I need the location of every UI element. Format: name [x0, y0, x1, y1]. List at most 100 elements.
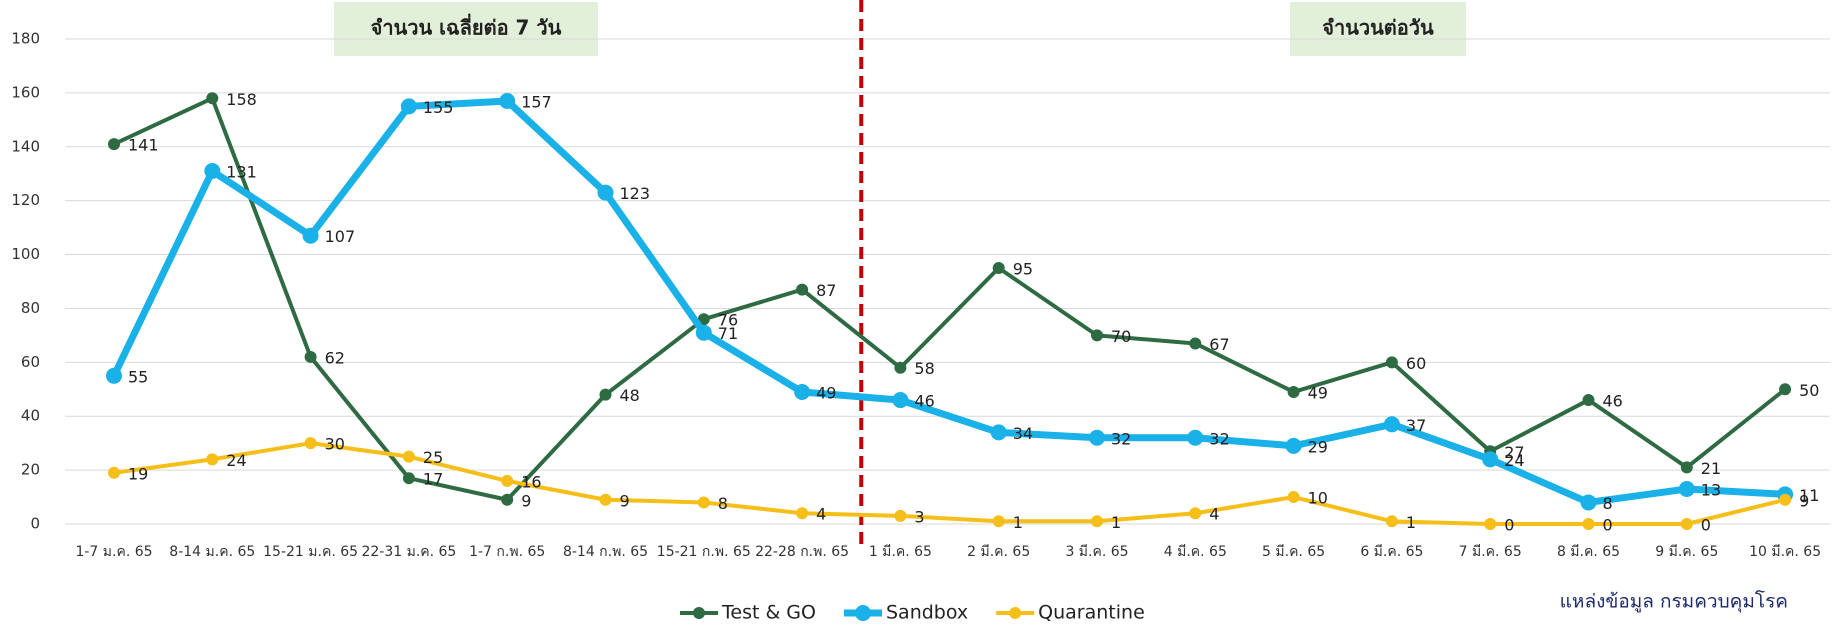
data-label: 32 — [1111, 429, 1131, 448]
data-label: 55 — [128, 367, 148, 386]
point — [992, 262, 1005, 275]
data-label: 11 — [1799, 486, 1819, 505]
data-label: 13 — [1701, 480, 1721, 499]
point — [992, 515, 1005, 528]
series-line — [110, 97, 1786, 506]
point — [1484, 518, 1497, 530]
point — [402, 472, 415, 485]
point — [695, 324, 712, 341]
legend-label: Quarantine — [1038, 602, 1145, 624]
point — [1678, 480, 1695, 497]
data-label: 37 — [1406, 416, 1426, 435]
data-label: 32 — [1209, 429, 1229, 448]
point — [1089, 429, 1105, 446]
x-tick-label: 10 มี.ค. 65 — [1749, 544, 1821, 560]
x-tick-label: 15-21 ก.พ. 65 — [657, 544, 751, 560]
data-label: 1 — [1406, 513, 1416, 532]
point — [501, 474, 514, 487]
data-label: 10 — [1308, 489, 1328, 508]
point — [796, 507, 809, 520]
point — [697, 313, 710, 326]
x-tick-label: 1-7 ก.พ. 65 — [469, 544, 545, 560]
data-label: 95 — [1013, 260, 1033, 279]
point — [1383, 416, 1400, 433]
data-label: 9 — [521, 491, 531, 510]
data-label: 4 — [1209, 505, 1219, 524]
point — [1779, 493, 1792, 506]
data-label: 157 — [521, 92, 552, 111]
y-tick-label: 60 — [21, 353, 40, 371]
data-label: 46 — [914, 392, 934, 411]
data-label: 0 — [1504, 516, 1514, 535]
annotation-box — [334, 2, 598, 56]
point — [599, 388, 612, 401]
x-tick-label: 9 มี.ค. 65 — [1655, 544, 1718, 560]
series-line — [113, 441, 1786, 526]
annotation: จำนวน เฉลี่ยต่อ 7 วัน — [371, 13, 562, 40]
point — [206, 92, 219, 105]
point — [1779, 383, 1792, 396]
point — [1680, 461, 1693, 474]
data-label: 17 — [423, 470, 443, 489]
data-label: 70 — [1111, 327, 1131, 346]
data-label: 49 — [816, 383, 836, 402]
point — [1385, 515, 1398, 528]
point — [204, 163, 221, 180]
data-label: 1 — [1111, 513, 1121, 532]
data-label: 48 — [620, 386, 640, 405]
point — [304, 437, 317, 450]
point — [302, 227, 319, 244]
data-label: 76 — [718, 311, 738, 330]
data-label: 16 — [521, 472, 541, 491]
series-line — [113, 96, 1787, 502]
data-label: 24 — [226, 451, 246, 470]
x-tick-label: 5 มี.ค. 65 — [1262, 544, 1325, 560]
y-tick-label: 160 — [11, 83, 40, 101]
data-label: 34 — [1013, 424, 1033, 443]
point — [1091, 329, 1103, 342]
data-label: 62 — [325, 348, 345, 367]
x-tick-label: 2 มี.ค. 65 — [967, 544, 1030, 560]
point — [1580, 494, 1597, 511]
data-label: 131 — [226, 163, 257, 182]
data-label: 24 — [1504, 451, 1524, 470]
legend-marker — [693, 607, 705, 619]
data-label: 27 — [1504, 443, 1524, 462]
x-tick-label: 6 มี.ค. 65 — [1360, 544, 1423, 560]
x-tick-label: 1-7 ม.ค. 65 — [75, 544, 152, 560]
x-tick-label: 15-21 ม.ค. 65 — [263, 544, 358, 560]
y-tick-label: 120 — [11, 191, 40, 209]
point — [794, 383, 811, 400]
x-tick-label: 22-28 ก.พ. 65 — [755, 544, 849, 560]
x-tick-label: 3 มี.ค. 65 — [1065, 544, 1128, 560]
source: แหล่งข้อมูล กรมควบคุมโรค — [1560, 590, 1788, 614]
data-label: 29 — [1308, 437, 1328, 456]
data-label: 21 — [1701, 459, 1721, 478]
data-label: 8 — [1603, 494, 1613, 513]
data-label: 123 — [620, 184, 651, 203]
x-tick-label: 4 มี.ค. 65 — [1164, 544, 1227, 560]
legend-label: Test & GO — [721, 602, 816, 624]
legend-marker — [1009, 607, 1022, 619]
data-label: 9 — [620, 491, 630, 510]
point — [402, 450, 415, 463]
point — [499, 92, 516, 109]
data-label: 25 — [423, 448, 443, 467]
data-label: 58 — [914, 359, 934, 378]
data-label: 50 — [1799, 381, 1819, 400]
data-label: 87 — [816, 281, 836, 300]
point — [1091, 515, 1103, 528]
point — [1482, 451, 1499, 468]
data-label: 3 — [914, 507, 924, 526]
y-tick-label: 180 — [11, 30, 40, 48]
point — [1582, 518, 1595, 530]
annotation: จำนวนต่อวัน — [1322, 16, 1434, 40]
point — [796, 283, 809, 296]
x-tick-label: 7 มี.ค. 65 — [1459, 544, 1522, 560]
point — [894, 509, 907, 522]
point — [501, 493, 514, 506]
point — [304, 350, 317, 363]
data-label: 4 — [816, 505, 826, 524]
legend-label: Sandbox — [886, 602, 968, 624]
